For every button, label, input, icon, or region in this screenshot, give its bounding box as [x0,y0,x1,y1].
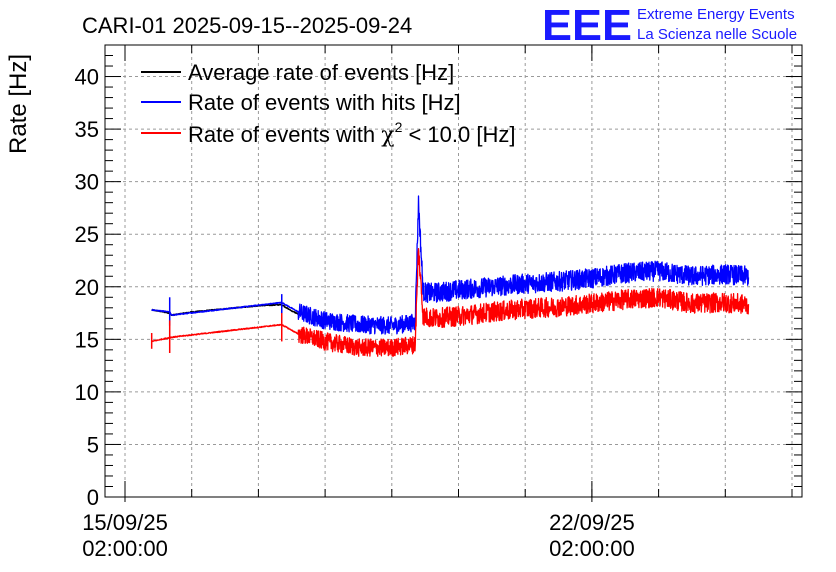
legend-label-chi2: Rate of events with χ2 < 10.0 [Hz] [188,119,515,148]
y-tick-label: 5 [87,432,99,457]
x-tick-label-date: 22/09/25 [549,510,635,535]
series-line-2 [151,248,750,357]
y-tick-label: 35 [75,117,99,142]
eee-logo-line2: La Scienza nelle Scuole [637,26,797,43]
y-tick-label: 40 [75,65,99,90]
eee-logo-line1: Extreme Energy Events [637,6,795,23]
x-tick-label-time: 02:00:00 [82,536,168,561]
eee-logo-mark: EEE [542,1,632,50]
series-group [150,195,750,357]
y-tick-label: 20 [75,275,99,300]
legend: Average rate of events [Hz] Rate of even… [141,60,515,148]
x-tick-label-date: 15/09/25 [82,510,168,535]
y-tick-label: 0 [87,485,99,510]
y-axis-label: Rate [Hz] [5,54,32,154]
legend-label-hits: Rate of events with hits [Hz] [188,90,461,115]
axis-ticks [105,44,802,502]
x-tick-label-time: 02:00:00 [549,536,635,561]
eee-logo: EEE Extreme Energy Events La Scienza nel… [542,1,797,50]
legend-chi2-symbol: χ [381,123,394,148]
legend-chi2-threshold: < 10.0 [Hz] [402,122,515,147]
y-tick-label: 25 [75,222,99,247]
chart-title: CARI-01 2025-09-15--2025-09-24 [82,13,412,38]
y-tick-label: 30 [75,170,99,195]
y-tick-labels: 0 5 10 15 20 25 30 35 40 [75,65,99,510]
legend-chi2-text: Rate of events with [188,122,381,147]
y-tick-label: 10 [75,380,99,405]
legend-label-average: Average rate of events [Hz] [188,60,454,85]
y-tick-label: 15 [75,327,99,352]
legend-chi2-superscript: 2 [395,119,403,135]
series-line-1 [151,195,750,335]
plot-frame [104,44,803,498]
